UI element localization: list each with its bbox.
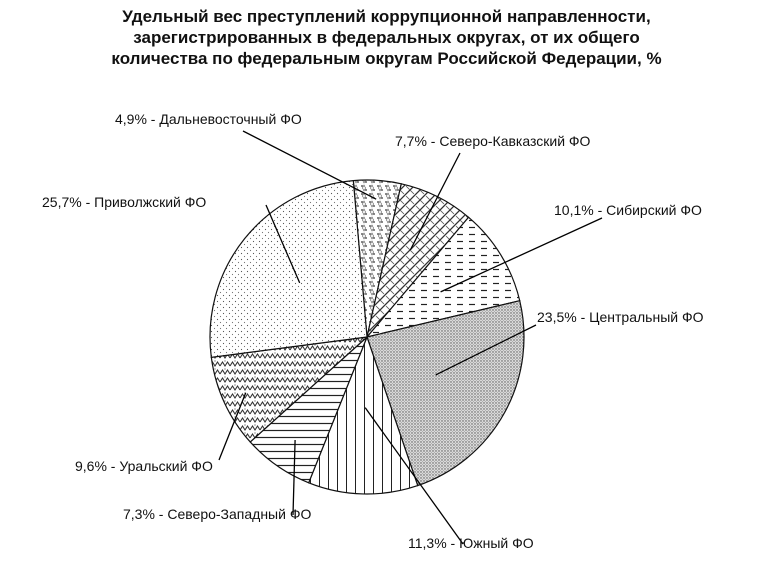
leader-lines — [218, 130, 603, 545]
leader-line-7 — [218, 392, 247, 461]
slice-label-8: 25,7% - Приволжский ФО — [42, 194, 206, 210]
pie-slice-4 — [366, 299, 525, 487]
chart-title-line-1: Удельный вес преступлений коррупционной … — [122, 7, 651, 26]
slice-label-6: 7,3% - Северо-Западный ФО — [123, 506, 311, 522]
pie-slice-8 — [209, 179, 368, 358]
pie-slice-5 — [307, 335, 419, 495]
slice-label-5: 11,3% - Южный ФО — [408, 535, 534, 551]
leader-line-3 — [440, 217, 603, 293]
slice-labels: 4,9% - Дальневосточный ФО 7,7% - Северо-К… — [42, 111, 704, 551]
slice-label-3: 10,1% - Сибирский ФО — [554, 202, 702, 218]
slice-label-2: 7,7% - Северо-Кавказский ФО — [395, 133, 591, 149]
leader-line-5 — [364, 407, 464, 545]
leader-line-2 — [409, 152, 461, 251]
slice-label-7: 9,6% - Уральский ФО — [75, 458, 213, 474]
pie-slices — [209, 179, 525, 495]
chart-title-line-2: зарегистрированных в федеральных округах… — [133, 28, 640, 47]
pie-slice-7 — [210, 336, 369, 443]
slice-label-1: 4,9% - Дальневосточный ФО — [115, 111, 302, 127]
leader-line-6 — [292, 439, 296, 516]
leader-line-4 — [435, 324, 537, 376]
leader-line-1 — [242, 130, 377, 200]
slice-label-4: 23,5% - Центральный ФО — [537, 309, 704, 325]
chart-title: Удельный вес преступлений коррупционной … — [0, 6, 773, 69]
pie-slice-3 — [365, 216, 521, 339]
chart-title-line-3: количества по федеральным округам Россий… — [111, 49, 662, 68]
leader-line-8 — [265, 204, 301, 284]
